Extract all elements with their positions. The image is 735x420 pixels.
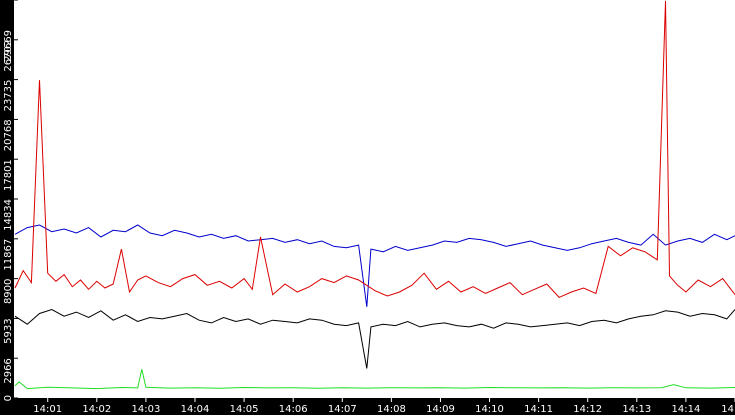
x-tick-label: 14:01 bbox=[33, 404, 62, 415]
x-tick-label: 14:13 bbox=[622, 404, 651, 415]
y-axis: 0 2966 5933 8900 11867 14834 17801 20768 23735 26… bbox=[3, 0, 18, 401]
y-tick-label: 14834 bbox=[3, 199, 14, 231]
x-tick-label: 14:06 bbox=[279, 404, 308, 415]
y-tick-label: 2966 bbox=[3, 358, 14, 383]
x-tick-label: 14:12 bbox=[573, 404, 602, 415]
x-tick-label: 14:03 bbox=[131, 404, 160, 415]
y-tick-label: 11867 bbox=[3, 239, 14, 271]
y-tick-label: 20768 bbox=[3, 119, 14, 151]
series-line-2 bbox=[14, 0, 735, 299]
series-line-1 bbox=[14, 224, 735, 307]
x-tick-label: 14:10 bbox=[475, 404, 504, 415]
x-tick-label: 14:09 bbox=[426, 404, 455, 415]
y-tick-label: 26702 bbox=[3, 40, 14, 72]
plot-layer bbox=[14, 0, 735, 390]
y-tick-label: 8900 bbox=[3, 279, 14, 304]
series-line-3 bbox=[14, 308, 735, 369]
y-axis-band bbox=[0, 0, 14, 398]
x-tick-label: 14:05 bbox=[230, 404, 259, 415]
x-tick-label: 14:02 bbox=[82, 404, 111, 415]
x-tick-label: 14 bbox=[721, 404, 734, 415]
y-tick-label: 0 bbox=[3, 395, 14, 401]
x-tick-label: 14:07 bbox=[328, 404, 357, 415]
x-tick-label: 14:14 bbox=[671, 404, 700, 415]
series-line-4 bbox=[14, 369, 735, 390]
y-tick-label: 5933 bbox=[3, 318, 14, 343]
x-axis: 14:01 14:02 14:03 14:04 14:05 14:06 14:07 14:08… bbox=[33, 398, 735, 415]
y-tick-label: 29669 bbox=[3, 30, 14, 62]
y-tick-label: 23735 bbox=[3, 80, 14, 112]
y-tick-label: 17801 bbox=[3, 159, 14, 191]
x-tick-label: 14:11 bbox=[524, 404, 553, 415]
x-tick-label: 14:08 bbox=[377, 404, 406, 415]
x-axis-band bbox=[0, 398, 735, 415]
x-tick-label: 14:04 bbox=[181, 404, 210, 415]
